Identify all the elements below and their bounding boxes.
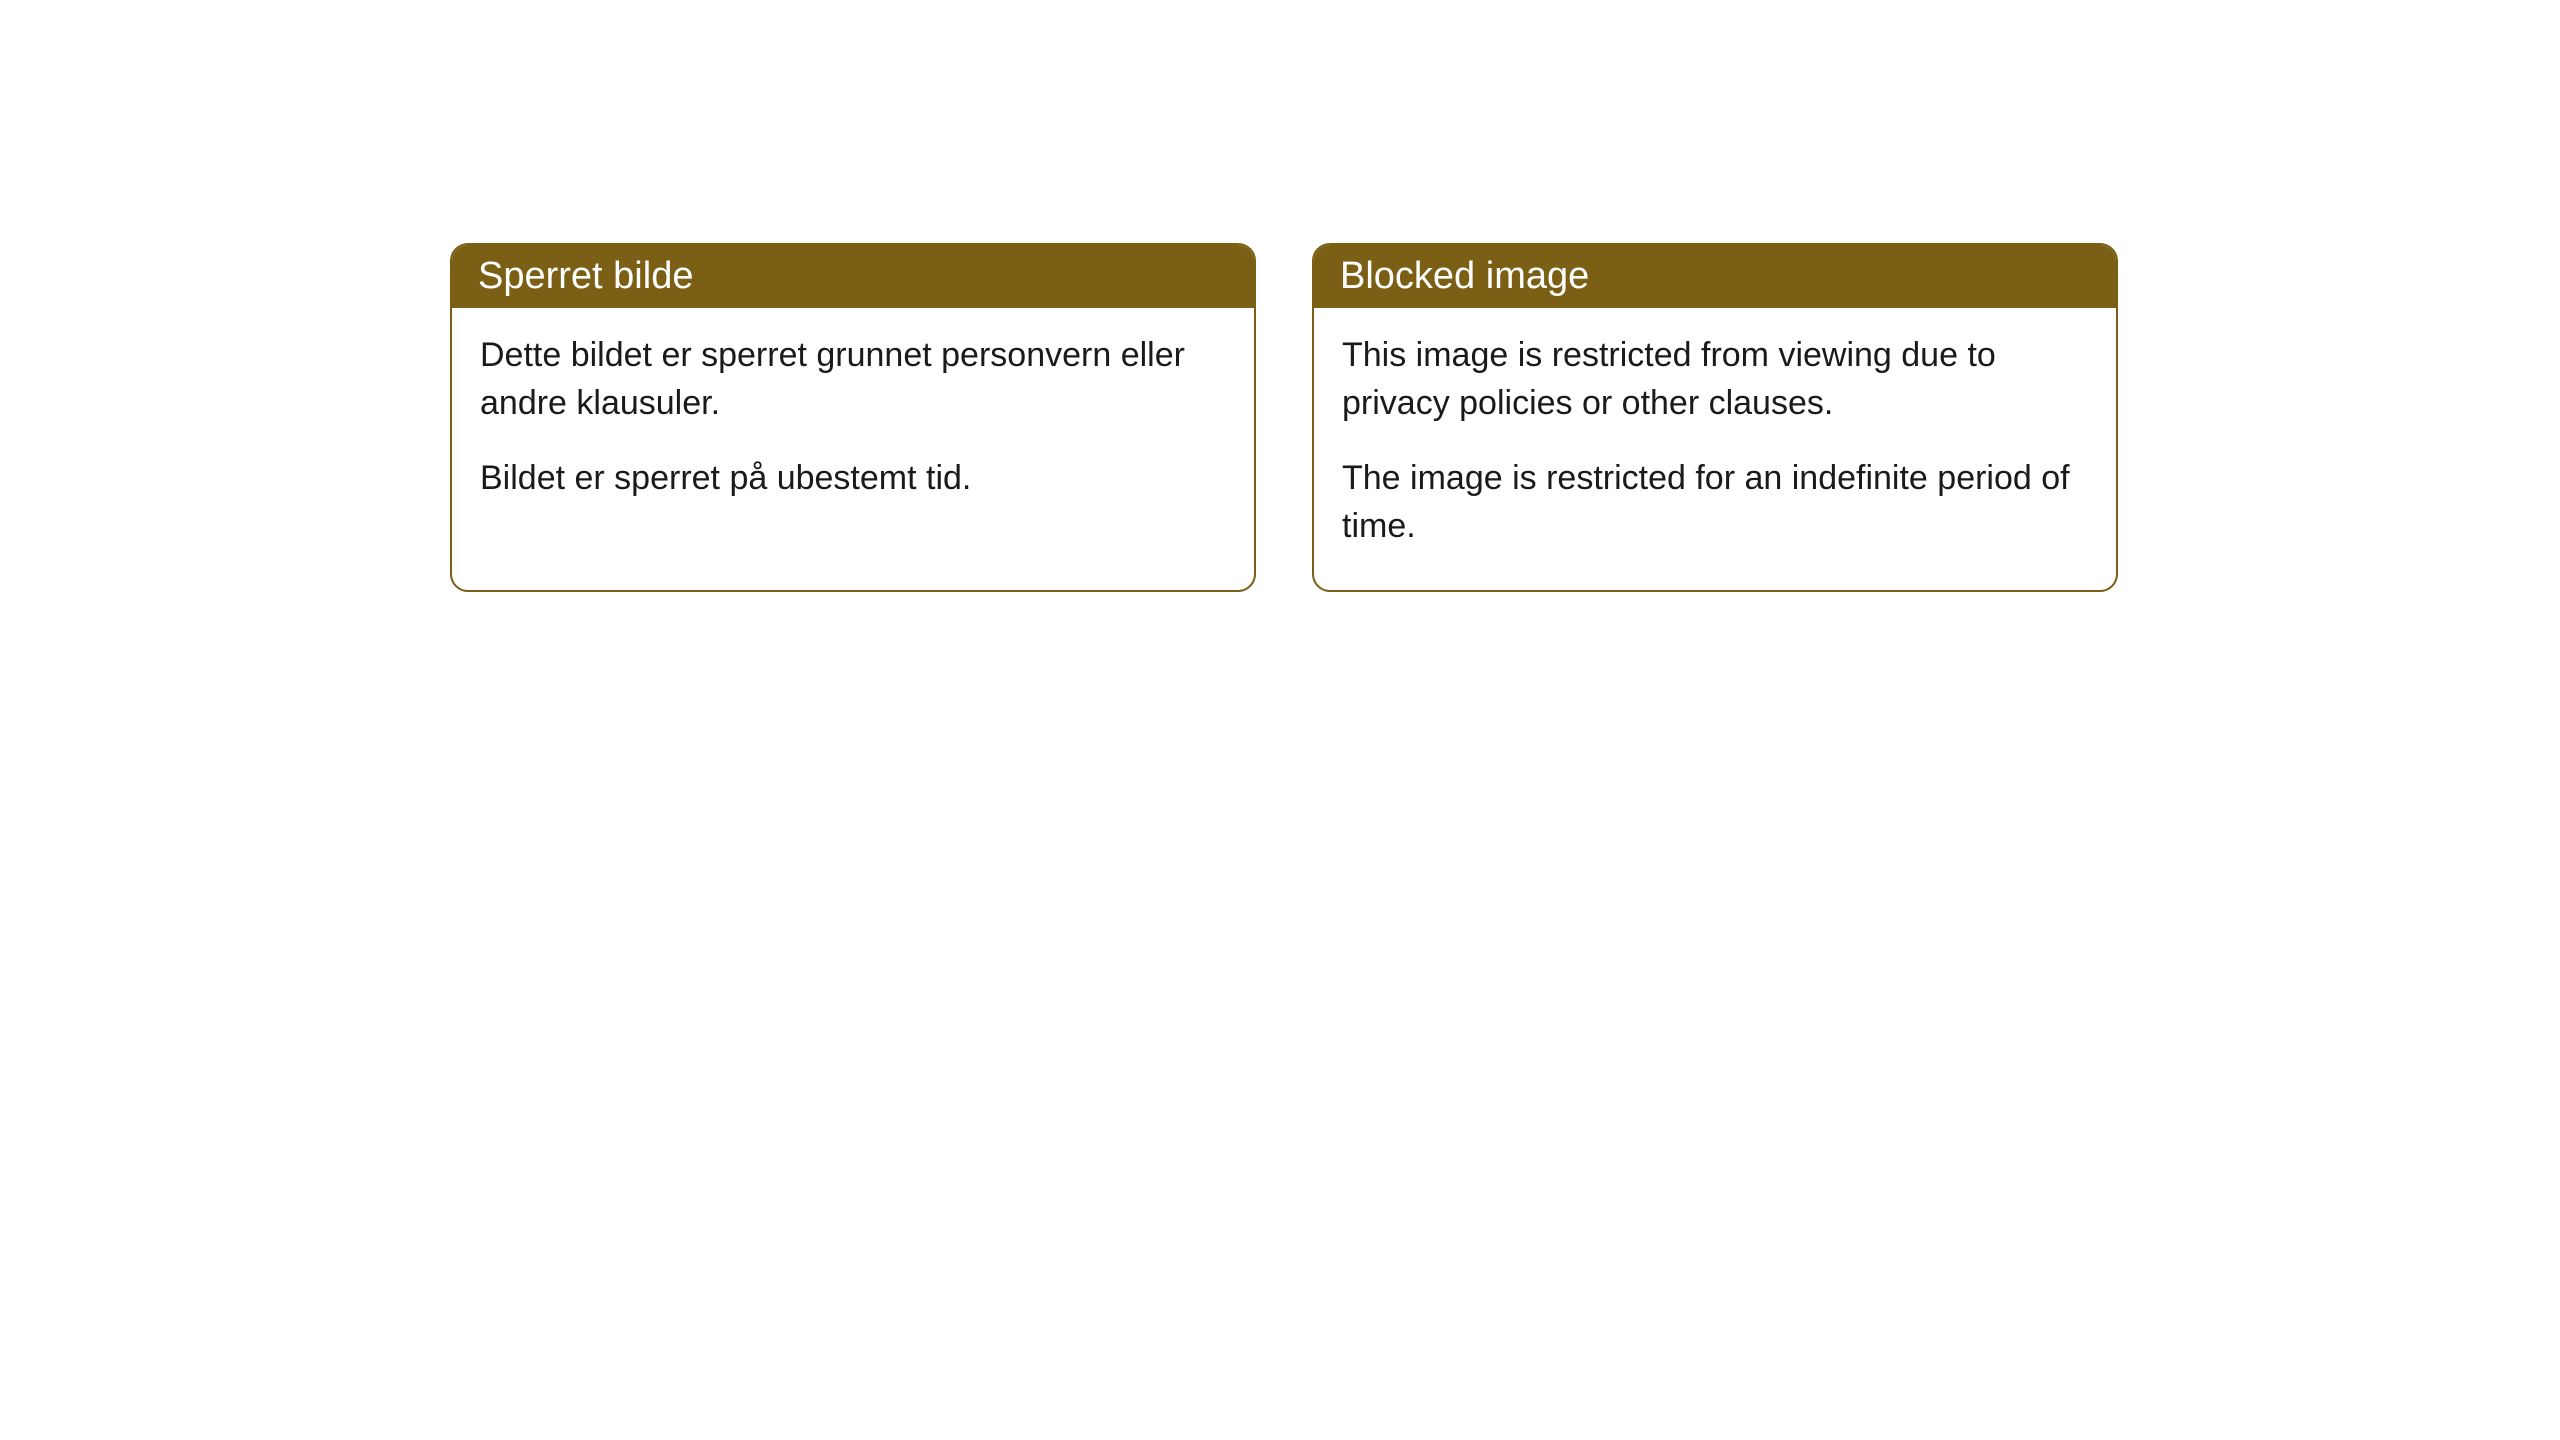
card-text-en-1: This image is restricted from viewing du…	[1342, 332, 2088, 427]
card-header-en: Blocked image	[1314, 245, 2116, 308]
card-title-en: Blocked image	[1340, 255, 1589, 297]
card-text-en-2: The image is restricted for an indefinit…	[1342, 455, 2088, 550]
blocked-image-card-no: Sperret bilde Dette bildet er sperret gr…	[450, 243, 1256, 592]
card-body-en: This image is restricted from viewing du…	[1314, 308, 2116, 590]
card-title-no: Sperret bilde	[478, 255, 693, 297]
card-text-no-2: Bildet er sperret på ubestemt tid.	[480, 455, 1226, 503]
card-header-no: Sperret bilde	[452, 245, 1254, 308]
blocked-image-card-en: Blocked image This image is restricted f…	[1312, 243, 2118, 592]
card-body-no: Dette bildet er sperret grunnet personve…	[452, 308, 1254, 543]
cards-container: Sperret bilde Dette bildet er sperret gr…	[450, 243, 2118, 592]
card-text-no-1: Dette bildet er sperret grunnet personve…	[480, 332, 1226, 427]
